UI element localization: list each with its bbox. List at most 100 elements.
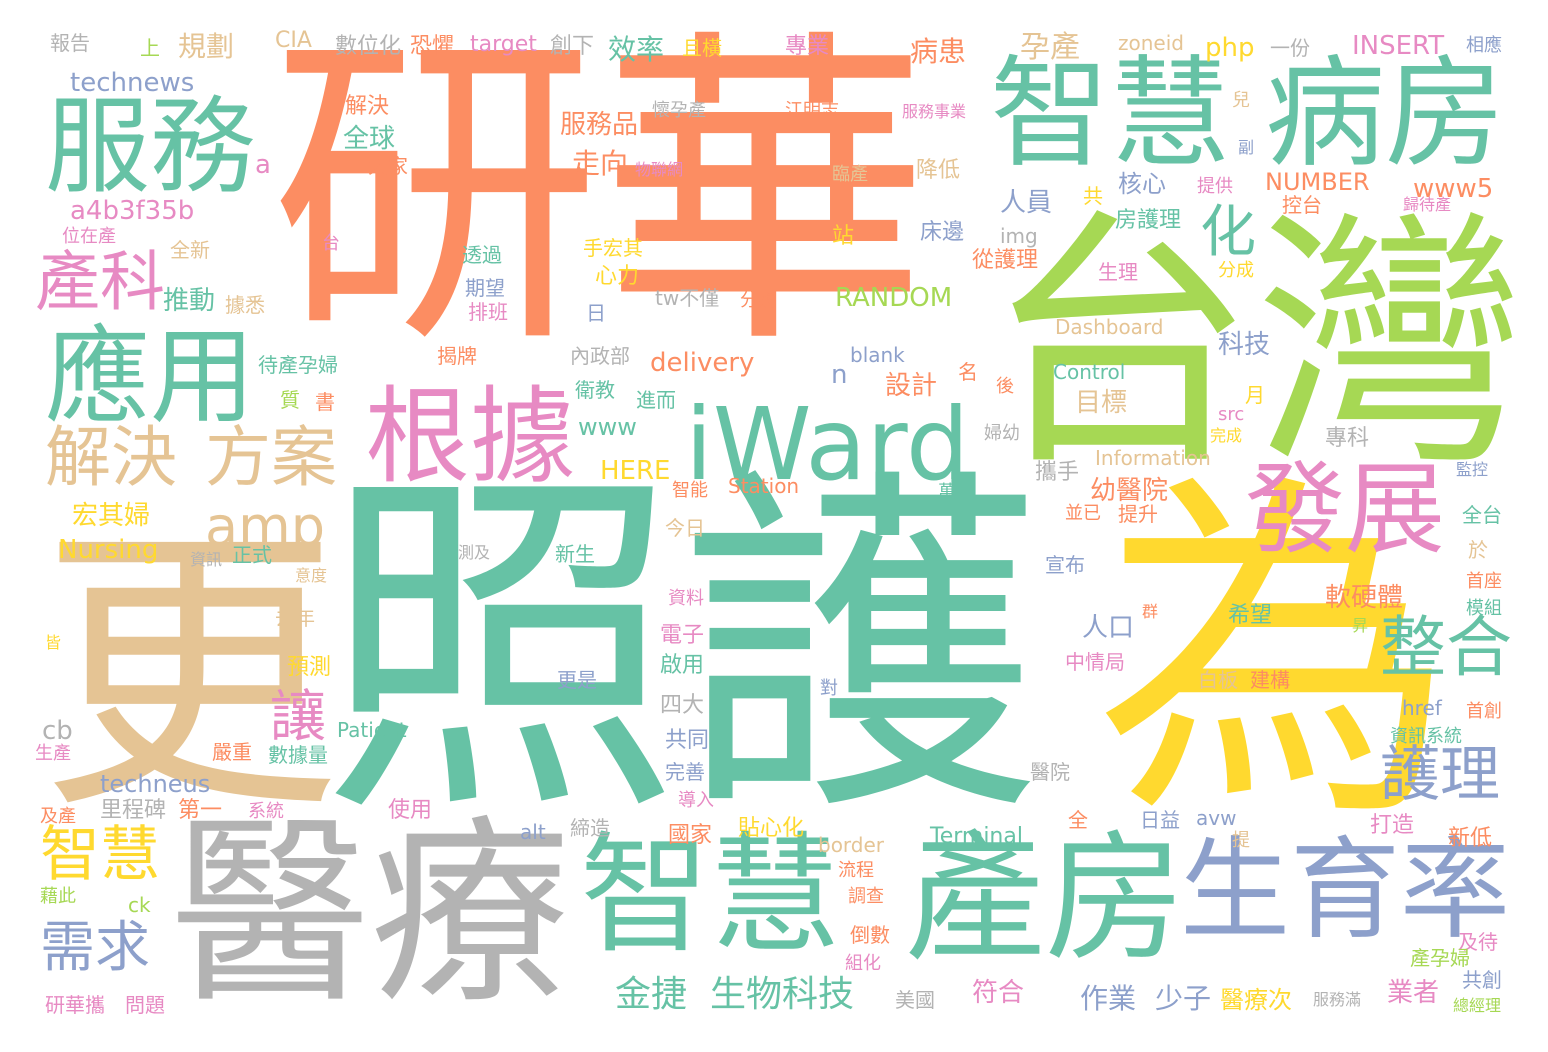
word-zhengshi: 正式 (232, 543, 272, 567)
word-zhuanye: 專業 (785, 34, 830, 59)
word-here: HERE (600, 456, 671, 486)
word-sheng: 昇 (1352, 616, 1369, 635)
word-chuangxia: 創下 (550, 34, 595, 59)
word-zhongqingju: 中情局 (1065, 650, 1125, 674)
word-href: href (1402, 696, 1442, 720)
word-xitong: 系統 (248, 801, 284, 822)
word-xindi: 新低 (1448, 826, 1493, 851)
word-linchan: 臨產 (832, 164, 868, 185)
word-geng: 更 (40, 500, 340, 849)
word-yanhua: 研華 (270, 3, 930, 387)
word-guidaichan: 歸待產 (1403, 195, 1452, 214)
word-dazao: 打造 (1370, 813, 1415, 838)
word-jieci: 藉此 (40, 886, 76, 907)
word-src: src (1218, 404, 1245, 425)
word-zuhua: 組化 (845, 953, 881, 974)
word-zhenghe: 整合 (1380, 609, 1512, 686)
word-zongjingli: 總經理 (1453, 996, 1502, 1015)
word-technews-2: techneus (100, 770, 211, 798)
word-binghuan: 病患 (910, 35, 967, 68)
word-fuwuman: 服務滿 (1313, 990, 1362, 1009)
word-ri: 日 (586, 301, 606, 325)
word-zoneid: zoneid (1118, 31, 1184, 55)
word-xuqiu: 需求 (40, 915, 151, 979)
word-information: Information (1095, 446, 1211, 470)
word-shouhongqi: 手宏其 (583, 236, 643, 260)
word-xuanbu: 宣布 (1045, 553, 1085, 577)
word-hou: 後 (996, 376, 1014, 397)
word-target: target (470, 32, 537, 57)
word-alt: alt (520, 820, 546, 844)
word-gengshi: 更是 (557, 668, 597, 692)
word-zhihui-3: 智慧 (40, 820, 160, 890)
word-number: NUMBER (1265, 168, 1370, 196)
word-hua: 化 (1200, 200, 1256, 265)
word-ming: 名 (958, 360, 978, 384)
word-shang: 上 (140, 36, 160, 60)
word-fuwushiye: 服務事業 (902, 102, 967, 121)
word-daichanyunfu: 待產孕婦 (258, 353, 338, 377)
word-dashboard: Dashboard (1055, 315, 1164, 339)
word-ziliao: 資料 (668, 588, 704, 609)
word-renkou: 人口 (1082, 613, 1135, 643)
word-diaocha: 調查 (848, 886, 884, 907)
word-mozu: 模組 (1466, 598, 1502, 619)
word-yue: 月 (1245, 383, 1265, 407)
word-insert: INSERT (1352, 31, 1445, 61)
word-jinri: 今日 (665, 516, 705, 540)
word-gongchuang: 共創 (1462, 968, 1502, 992)
word-jinjie: 金捷 (615, 974, 688, 1015)
word-random: RANDOM (835, 283, 953, 313)
word-huaiyunchan: 懷孕產 (652, 100, 706, 121)
word-tiexinhua: 貼心化 (738, 816, 805, 841)
word-a4b3f35b: a4b3f35b (70, 196, 195, 226)
word-youyiyuan: 幼醫院 (1090, 476, 1169, 506)
word-qiyong: 啟用 (660, 653, 705, 678)
word-bingyi: 並已 (1065, 503, 1101, 524)
word-zhaohu: 照護 (320, 440, 1040, 859)
word-liucheng: 流程 (838, 860, 874, 881)
word-twbujin: tw不僅 (655, 286, 720, 310)
word-juxi: 據悉 (225, 293, 265, 317)
word-shouchuang: 首創 (1466, 701, 1502, 722)
word-shaozi: 少子 (1155, 982, 1212, 1015)
word-jiangou: 建構 (1250, 668, 1290, 692)
word-zouxiang: 走向 (572, 147, 629, 180)
word-shujuliang: 數據量 (268, 743, 328, 767)
word-zhihui-2: 智慧 (990, 45, 1230, 184)
word-diyi: 第一 (178, 798, 223, 823)
word-shouzuo: 首座 (1466, 571, 1502, 592)
word-ti: 提 (1232, 830, 1250, 851)
word-genju: 根據 (365, 376, 576, 498)
word-jiejue: 解決 (45, 419, 177, 496)
word-huli: 護理 (1380, 740, 1500, 810)
word-dizao: 締造 (570, 816, 610, 840)
word-zixun: 資訊 (190, 550, 223, 569)
word-chanke: 產科 (35, 245, 166, 320)
word-yunchan: 孕產 (1020, 30, 1080, 65)
word-www5: www5 (1413, 174, 1494, 204)
word-zhihui-1: 智慧 (580, 819, 841, 971)
word-img: img (1000, 224, 1038, 248)
word-lichengbei: 里程碑 (100, 798, 167, 823)
word-qun: 群 (1142, 602, 1159, 621)
word-fuwupin: 服務品 (560, 110, 639, 140)
word-fencheng: 分成 (1218, 260, 1254, 281)
word-zhi: 質 (280, 388, 300, 412)
word-bingfang: 病房 (1265, 45, 1505, 184)
word-quanxin: 全新 (170, 238, 210, 262)
word-dajia: 大家 (368, 154, 408, 178)
word-weizaichan: 位在產 (62, 226, 116, 247)
word-zuoye: 作業 (1080, 982, 1137, 1015)
word-yiliaoci: 醫療次 (1220, 986, 1292, 1014)
word-wenti: 問題 (125, 993, 165, 1017)
word-jiejue-2: 解決 (345, 94, 390, 119)
word-zixunxitong: 資訊系統 (1390, 726, 1462, 747)
word-yezhe: 業者 (1387, 978, 1440, 1008)
word-wan: 萬 (938, 482, 956, 503)
word-renyuan: 人員 (1000, 188, 1053, 218)
word-riyi: 日益 (1140, 808, 1180, 832)
word-jie: 皆 (45, 633, 62, 652)
word-nursing: Nursing (58, 535, 159, 565)
